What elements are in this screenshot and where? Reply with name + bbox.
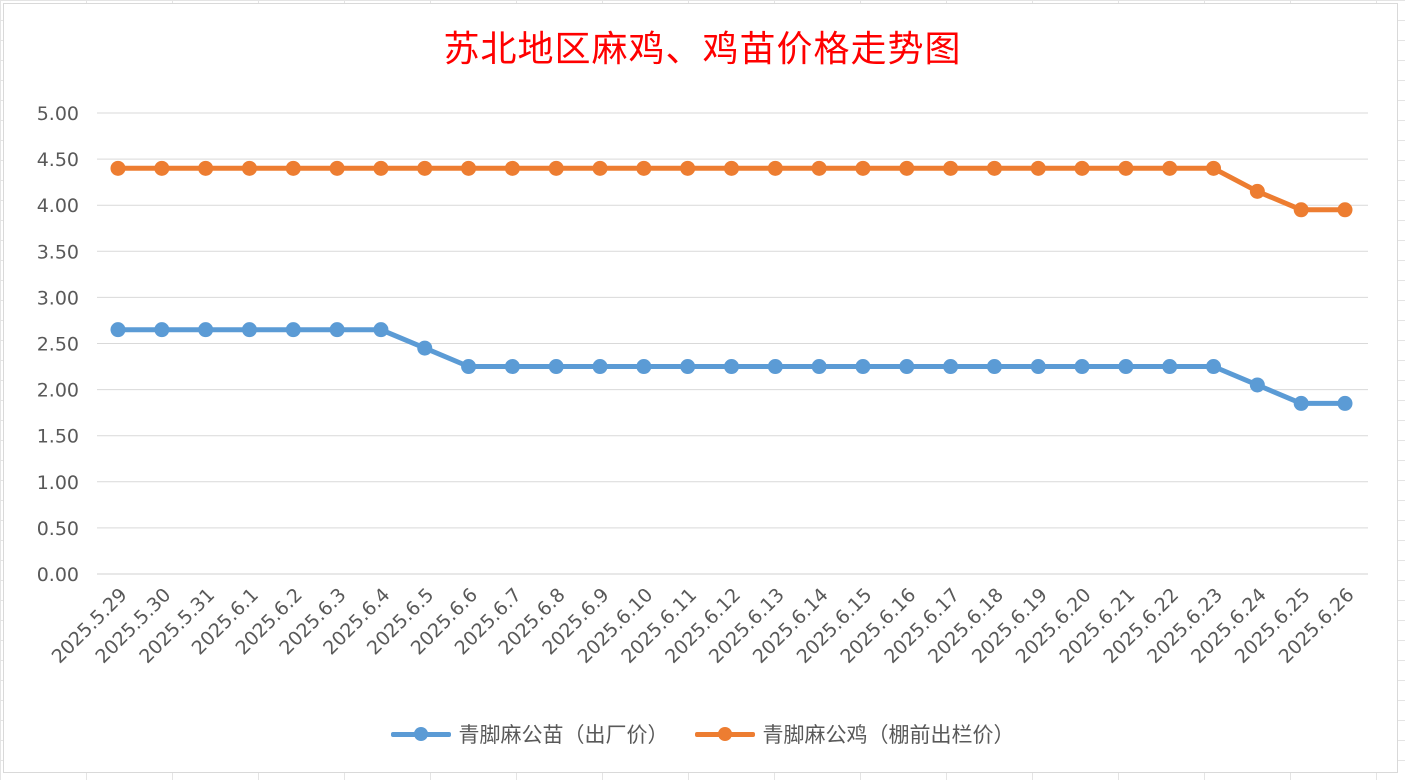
data-point (986, 359, 1002, 375)
y-tick-label: 0.00 (37, 564, 79, 586)
data-point (373, 322, 389, 338)
y-tick-label: 4.00 (37, 195, 79, 217)
data-point (417, 340, 433, 356)
legend-label: 青脚麻公鸡（棚前出栏价） (762, 723, 1015, 747)
data-point (1030, 359, 1046, 375)
data-point (636, 359, 652, 375)
data-point (417, 160, 433, 176)
data-point (592, 160, 608, 176)
legend: 青脚麻公苗（出厂价） 青脚麻公鸡（棚前出栏价） (0, 716, 1405, 752)
data-point (943, 359, 959, 375)
data-point (504, 359, 520, 375)
data-point (154, 322, 170, 338)
data-point (461, 160, 477, 176)
data-point (329, 160, 345, 176)
data-point (373, 160, 389, 176)
data-point (899, 359, 915, 375)
data-point (592, 359, 608, 375)
y-tick-label: 1.00 (37, 472, 79, 494)
data-point (110, 160, 126, 176)
data-point (636, 160, 652, 176)
y-tick-label: 2.50 (37, 334, 79, 356)
chart-title: 苏北地区麻鸡、鸡苗价格走势图 (443, 29, 962, 70)
data-point (811, 359, 827, 375)
legend-item-chick[interactable]: 青脚麻公苗（出厂价） (390, 719, 669, 749)
data-point (1206, 160, 1222, 176)
data-point (767, 359, 783, 375)
data-point (986, 160, 1002, 176)
data-point (1293, 202, 1309, 218)
y-tick-label: 5.00 (37, 103, 79, 125)
data-point (1074, 160, 1090, 176)
data-point (767, 160, 783, 176)
data-point (943, 160, 959, 176)
data-point (548, 359, 564, 375)
legend-label: 青脚麻公苗（出厂价） (458, 723, 669, 747)
data-point (724, 160, 739, 176)
data-point (285, 160, 301, 176)
data-point (680, 359, 696, 375)
y-tick-label: 1.50 (37, 426, 79, 448)
data-point (1030, 160, 1046, 176)
data-point (1337, 395, 1353, 411)
data-point (461, 359, 477, 375)
legend-item-rooster[interactable]: 青脚麻公鸡（棚前出栏价） (694, 719, 1015, 749)
y-tick-label: 0.50 (37, 518, 79, 540)
data-point (504, 160, 520, 176)
data-point (1162, 160, 1178, 176)
data-point (1206, 359, 1222, 375)
y-tick-label: 3.50 (37, 241, 79, 263)
data-point (285, 322, 301, 338)
data-point (1337, 202, 1353, 218)
data-point (1118, 359, 1134, 375)
data-point (855, 359, 871, 375)
y-tick-label: 2.00 (37, 380, 79, 402)
data-point (1162, 359, 1178, 375)
legend-swatch-blue (390, 724, 451, 744)
legend-swatch-orange (694, 724, 755, 744)
y-tick-label: 3.00 (37, 287, 79, 309)
data-point (855, 160, 871, 176)
data-point (154, 160, 170, 176)
data-point (1249, 377, 1265, 393)
data-point (1293, 395, 1309, 411)
data-point (110, 322, 126, 338)
y-tick-label: 4.50 (37, 149, 79, 171)
data-point (241, 160, 257, 176)
data-point (1249, 183, 1265, 199)
data-point (329, 322, 345, 338)
data-point (811, 160, 827, 176)
data-point (198, 160, 214, 176)
data-point (198, 322, 214, 338)
data-point (680, 160, 696, 176)
data-point (548, 160, 564, 176)
data-point (724, 359, 739, 375)
data-point (1074, 359, 1090, 375)
chart-area[interactable] (3, 3, 1398, 773)
data-point (899, 160, 915, 176)
data-point (241, 322, 257, 338)
data-point (1118, 160, 1134, 176)
